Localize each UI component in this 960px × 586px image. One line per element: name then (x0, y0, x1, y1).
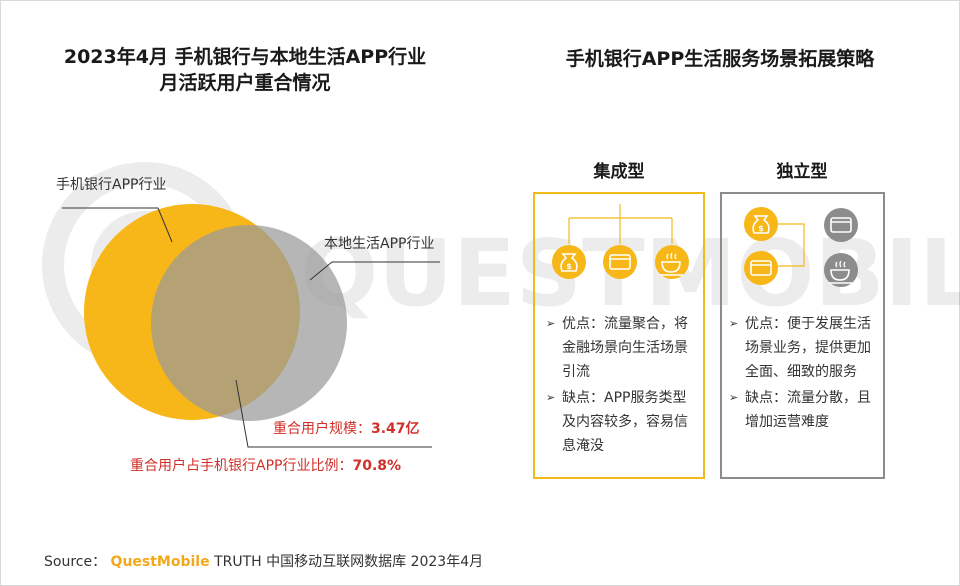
integrated-pros: ➢ 优点：流量聚合，将金融场景向生活场景引流 (546, 312, 698, 384)
integrated-cons: ➢ 缺点：APP服务类型及内容较多，容易信息淹没 (546, 386, 698, 458)
arrow-right-icon: ➢ (546, 317, 556, 330)
overlap-scale: 重合用户规模：3.47亿 (273, 418, 420, 438)
right-title: 手机银行APP生活服务场景拓展策略 (565, 48, 875, 70)
overlap-ratio-value: 70.8% (352, 458, 402, 474)
integrated-box (533, 192, 705, 479)
independent-connectors (778, 223, 805, 267)
overlap-ratio-label: 重合用户占手机银行APP行业比例： (130, 458, 353, 474)
overlap-scale-label: 重合用户规模： (273, 421, 371, 437)
left-title-line2: 月活跃用户重合情况 (159, 72, 331, 94)
left-title-line1: 2023年4月 手机银行与本地生活APP行业 (63, 46, 427, 68)
independent-cons: ➢ 缺点：流量分散，且增加运营难度 (729, 386, 879, 434)
label-bank-app: 手机银行APP行业 (56, 177, 167, 193)
leader-line-overlap (235, 379, 432, 448)
card-icon (603, 245, 637, 279)
integrated-icons: $ (552, 245, 689, 279)
independent-title: 独立型 (776, 162, 828, 182)
svg-text:$: $ (758, 224, 764, 233)
source-rest: TRUTH 中国移动互联网数据库 2023年4月 (214, 554, 484, 570)
independent-box (720, 192, 885, 479)
arrow-right-icon: ➢ (546, 391, 556, 404)
independent-bullets: ➢ 优点：便于发展生活场景业务，提供更加全面、细致的服务 ➢ 缺点：流量分散，且… (729, 312, 879, 436)
svg-text:$: $ (566, 262, 572, 271)
money-bag-icon: $ (552, 245, 586, 279)
source-note: Source： QuestMobile TRUTH 中国移动互联网数据库 202… (44, 551, 483, 571)
independent-cons-text: 缺点：流量分散，且增加运营难度 (745, 390, 871, 430)
card-icon (744, 251, 778, 285)
label-local-app: 本地生活APP行业 (324, 236, 435, 252)
integrated-tree-lines (568, 204, 673, 244)
card-icon (824, 208, 858, 242)
arrow-right-icon: ➢ (729, 317, 739, 330)
coffee-icon (655, 245, 689, 279)
left-title: 2023年4月 手机银行与本地生活APP行业 月活跃用户重合情况 (35, 44, 455, 96)
money-bag-icon: $ (744, 207, 778, 241)
independent-pros-text: 优点：便于发展生活场景业务，提供更加全面、细致的服务 (745, 316, 871, 380)
coffee-icon (824, 253, 858, 287)
integrated-cons-text: 缺点：APP服务类型及内容较多，容易信息淹没 (562, 390, 688, 454)
independent-pros: ➢ 优点：便于发展生活场景业务，提供更加全面、细致的服务 (729, 312, 879, 384)
integrated-title: 集成型 (593, 162, 645, 182)
leader-line-bank (62, 207, 173, 243)
source-brand: QuestMobile (110, 554, 210, 570)
overlap-scale-value: 3.47亿 (371, 421, 420, 437)
overlap-ratio: 重合用户占手机银行APP行业比例：70.8% (130, 455, 401, 475)
independent-icons: $ (744, 207, 858, 287)
venn-diagram (84, 204, 347, 421)
arrow-right-icon: ➢ (729, 391, 739, 404)
leader-line-local (309, 261, 440, 281)
source-prefix: Source： (44, 554, 107, 570)
integrated-bullets: ➢ 优点：流量聚合，将金融场景向生活场景引流 ➢ 缺点：APP服务类型及内容较多… (546, 312, 698, 460)
venn-local-circle (151, 225, 347, 421)
integrated-pros-text: 优点：流量聚合，将金融场景向生活场景引流 (562, 316, 688, 380)
